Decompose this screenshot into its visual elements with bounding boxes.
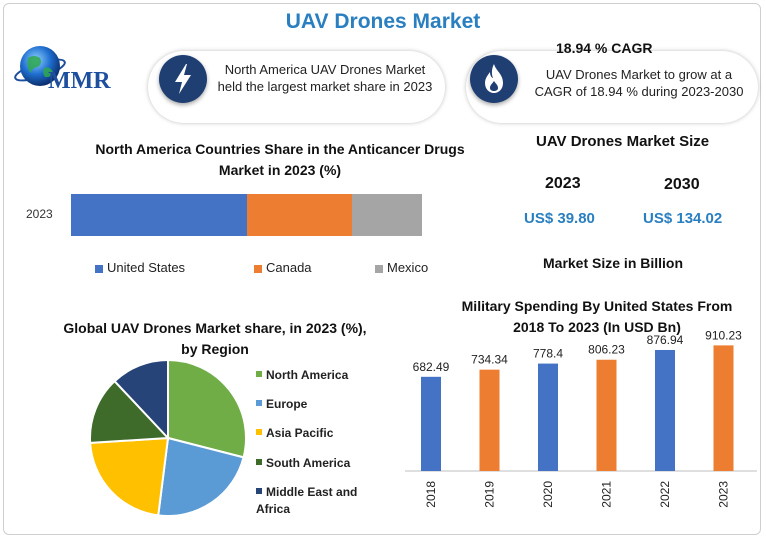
highlight-left-text: North America UAV Drones Market held the… (217, 62, 433, 94)
legend-label: Canada (266, 260, 312, 275)
market-size-year-2023: 2023 (545, 175, 581, 192)
legend-item-united-states: United States (95, 260, 185, 275)
market-size-title: UAV Drones Market Size (536, 133, 710, 150)
stacked-chart-category: 2023 (26, 207, 53, 221)
mmr-logo: MMR (10, 42, 140, 102)
pie-legend-item-south-america: South America (256, 455, 366, 472)
market-size-value-2030: US$ 134.02 (643, 210, 723, 227)
pie-legend-item-europe: Europe (256, 396, 366, 413)
logo-text: MMR (48, 68, 111, 94)
pie-legend-swatch (256, 488, 262, 494)
pie-legend-item-asia-pacific: Asia Pacific (256, 425, 366, 442)
pie-legend-swatch (256, 459, 262, 465)
pie-legend-swatch (256, 400, 262, 406)
stacked-bar-canada (246, 194, 352, 236)
pie-legend-label: Asia Pacific (266, 426, 334, 440)
legend-label: Mexico (387, 260, 429, 275)
market-size-year-2030: 2030 (664, 176, 700, 193)
stacked-bar-united-states (71, 194, 247, 236)
pie-legend-label: Europe (266, 397, 308, 411)
cagr-heading: 18.94 % CAGR (556, 40, 653, 56)
pie-legend-label: Middle East and Africa (256, 485, 358, 516)
market-size-value-2023: US$ 39.80 (524, 210, 595, 227)
legend-item-mexico: Mexico (375, 260, 428, 275)
legend-swatch (95, 264, 103, 273)
pie-chart-title: Global UAV Drones Market share, in 2023 … (63, 320, 367, 357)
pie-legend-label: North America (266, 368, 349, 382)
flame-icon (470, 55, 518, 103)
infographic-frame (3, 3, 761, 535)
pie-legend-label: South America (266, 456, 351, 470)
pie-legend-item-middle-east-and-africa: Middle East and Africa (256, 484, 366, 518)
legend-swatch (254, 264, 262, 273)
lightning-icon (159, 55, 207, 103)
pie-legend-item-north-america: North America (256, 367, 366, 384)
pie-legend-swatch (256, 429, 262, 435)
pie-legend-swatch (256, 371, 262, 377)
stacked-chart-title: North America Countries Share in the Ant… (95, 141, 465, 178)
legend-swatch (375, 264, 383, 273)
highlight-right-text: UAV Drones Market to grow at a CAGR of 1… (534, 67, 744, 99)
market-size-unit: Market Size in Billion (543, 255, 684, 271)
page-title: UAV Drones Market (285, 10, 481, 33)
legend-item-canada: Canada (254, 260, 312, 275)
legend-label: United States (107, 260, 186, 275)
column-chart-title: Military Spending By United States From … (461, 298, 733, 335)
stacked-bar-mexico (351, 194, 422, 236)
